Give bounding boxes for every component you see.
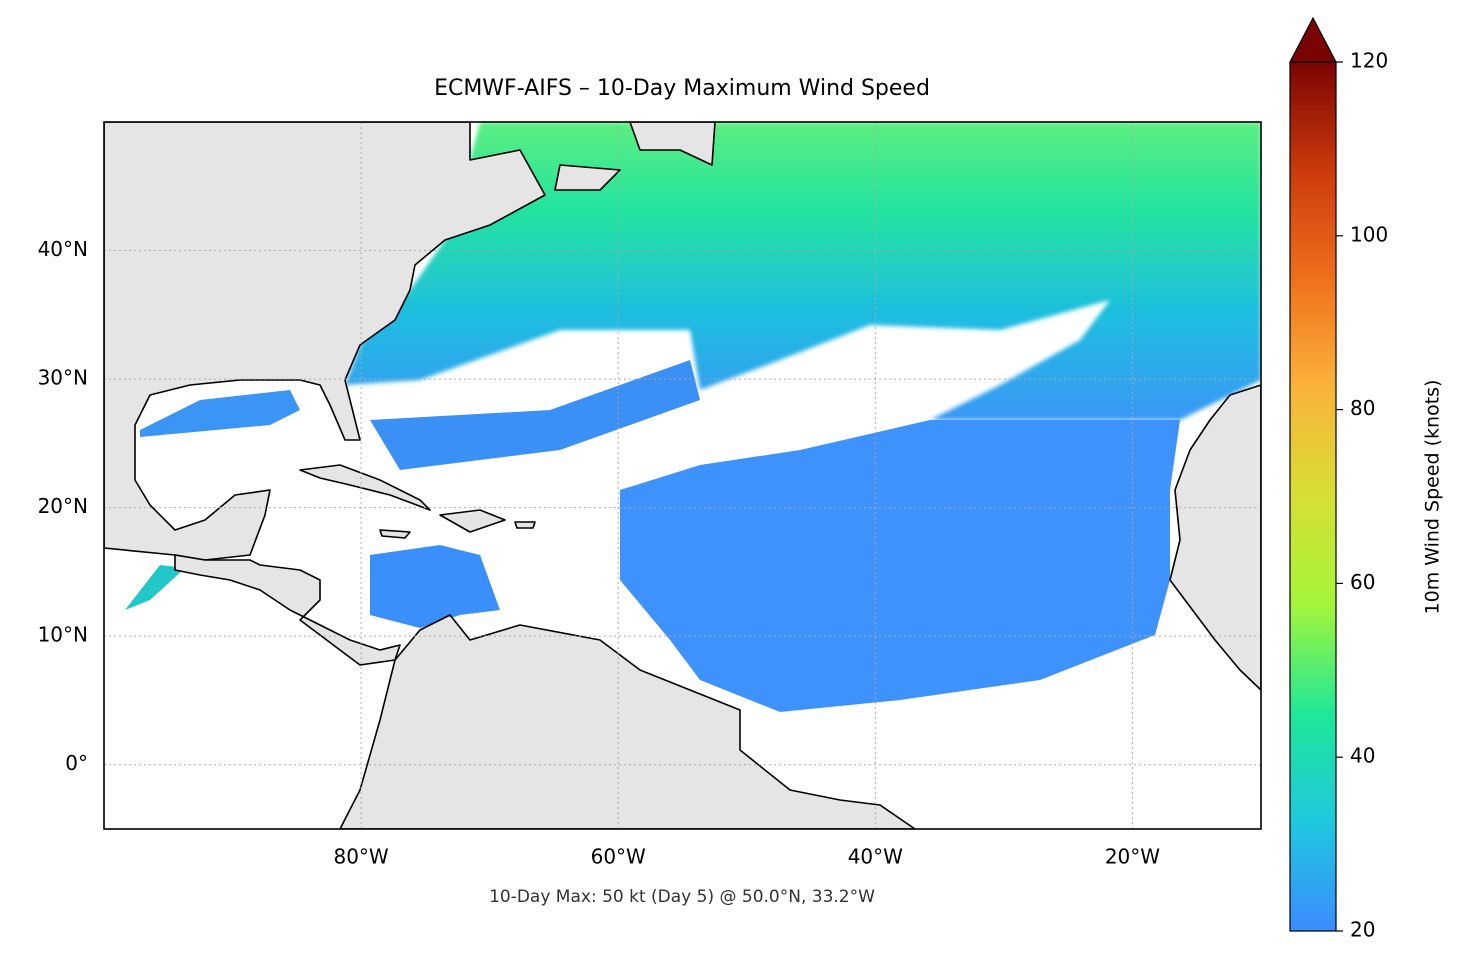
colorbar-tick-label: 80 xyxy=(1350,396,1375,420)
colorbar-tick-label: 100 xyxy=(1350,222,1388,246)
y-tick-label: 0° xyxy=(65,751,88,775)
colorbar-extension xyxy=(1289,16,1337,63)
colorbar xyxy=(1289,61,1337,932)
colorbar-label: 10m Wind Speed (knots) xyxy=(1422,380,1444,615)
x-tick-label: 20°W xyxy=(1105,845,1160,869)
y-tick-label: 10°N xyxy=(38,623,88,647)
colorbar-tick-label: 60 xyxy=(1350,570,1375,594)
y-tick-label: 40°N xyxy=(38,237,88,261)
colorbar-tick-label: 120 xyxy=(1350,49,1388,73)
y-tick-label: 20°N xyxy=(38,494,88,518)
x-tick-label: 40°W xyxy=(848,845,903,869)
x-tick-label: 80°W xyxy=(333,845,388,869)
colorbar-tick-label: 40 xyxy=(1350,744,1375,768)
map xyxy=(104,122,1261,829)
land xyxy=(104,122,1261,829)
chart-title: ECMWF-AIFS – 10-Day Maximum Wind Speed xyxy=(434,76,930,101)
x-tick-label: 60°W xyxy=(591,845,646,869)
wind-field xyxy=(125,122,1261,712)
plot-frame xyxy=(103,121,1262,830)
annotation: 10-Day Max: 50 kt (Day 5) @ 50.0°N, 33.2… xyxy=(489,887,875,907)
y-tick-label: 30°N xyxy=(38,366,88,390)
colorbar-tick-label: 20 xyxy=(1350,918,1375,942)
